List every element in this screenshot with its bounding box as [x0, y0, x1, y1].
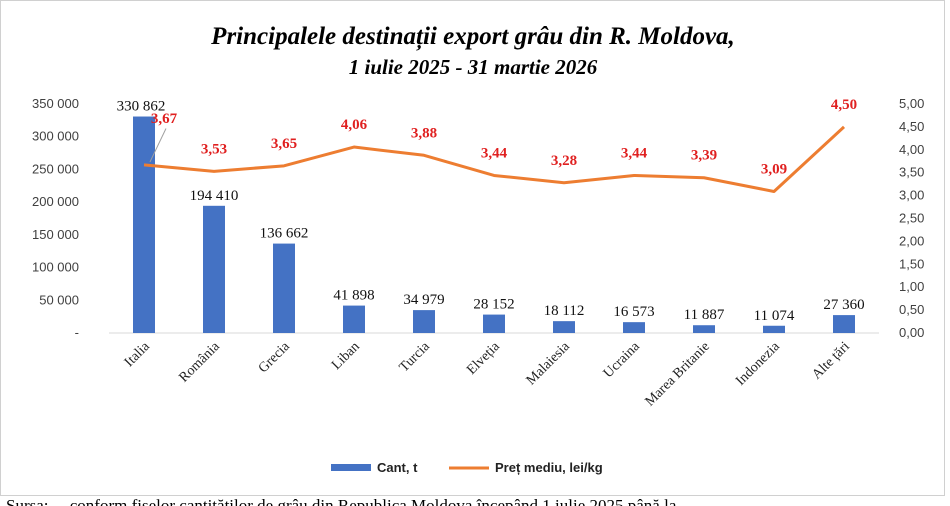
price-value-label: 3,67 [151, 111, 178, 127]
price-value-label: 3,09 [761, 161, 787, 177]
bar-10 [763, 325, 785, 333]
chart-subtitle: 1 iulie 2025 - 31 martie 2026 [349, 55, 598, 79]
bar-value-label: 28 152 [473, 297, 514, 313]
legend-label-line: Preț mediu, lei/kg [495, 460, 603, 475]
y-right-tick-label: 3,50 [899, 165, 924, 180]
footer-source-text: Sursa: ... conform fișelor cantităților … [6, 496, 690, 506]
price-value-label: 3,44 [621, 145, 648, 161]
bar-5 [413, 310, 435, 333]
y-left-tick-label: - [75, 325, 79, 340]
bar-7 [553, 321, 575, 333]
bar-9 [693, 325, 715, 333]
price-value-label: 3,28 [551, 153, 577, 169]
y-right-tick-label: 2,50 [899, 211, 924, 226]
y-right-tick-label: 1,50 [899, 256, 924, 271]
category-label: Marea Britanie [643, 339, 713, 409]
bar-value-label: 330 862 [117, 99, 166, 115]
bar-11 [833, 315, 855, 333]
category-label: Italia [122, 339, 153, 370]
bar-3 [273, 243, 295, 333]
category-label: Turcia [397, 339, 434, 376]
bar-2 [203, 205, 225, 333]
y-right-tick-label: 0,00 [899, 325, 924, 340]
y-left-tick-label: 150 000 [32, 227, 79, 242]
legend-swatch-bars [331, 464, 371, 471]
y-right-tick-label: 1,00 [899, 279, 924, 294]
bar-value-label: 11 887 [684, 307, 725, 323]
price-value-label: 3,39 [691, 148, 717, 164]
price-value-label: 3,44 [481, 145, 508, 161]
price-line-series [143, 125, 846, 193]
category-label: Liban [329, 339, 363, 373]
y-right-tick-label: 3,00 [899, 188, 924, 203]
category-label: Indonezia [733, 339, 783, 389]
y-right-tick-label: 0,50 [899, 302, 924, 317]
price-value-label: 3,53 [201, 141, 227, 157]
y-left-tick-label: 350 000 [32, 96, 79, 111]
bar-1 [133, 116, 155, 333]
bar-4 [343, 305, 365, 333]
chart-title: Principalele destinații export grâu din … [210, 23, 735, 51]
bar-value-label: 11 074 [754, 308, 795, 324]
category-label: Alte țări [810, 339, 853, 382]
y-left-tick-label: 300 000 [32, 129, 79, 144]
price-value-label: 3,88 [411, 125, 437, 141]
bar-value-label: 136 662 [260, 226, 309, 242]
price-value-label: 4,06 [341, 117, 368, 133]
y-right-tick-label: 2,00 [899, 233, 924, 248]
category-label: Elveția [464, 339, 503, 378]
category-label: Malaiesia [524, 339, 574, 389]
bar-6 [483, 314, 505, 333]
label-leader-line [149, 128, 167, 163]
price-value-label: 4,50 [831, 97, 857, 113]
bar-value-label: 16 573 [613, 304, 654, 320]
bar-8 [623, 322, 645, 333]
bar-value-label: 27 360 [823, 297, 864, 313]
bar-value-label: 41 898 [333, 288, 374, 304]
y-right-tick-label: 5,00 [899, 96, 924, 111]
y-left-tick-label: 200 000 [32, 194, 79, 209]
category-label: Ucraina [601, 339, 643, 381]
category-label: Grecia [256, 339, 294, 377]
y-right-tick-label: 4,50 [899, 119, 924, 134]
y-left-tick-label: 50 000 [39, 292, 79, 307]
chart-svg: Principalele destinații export grâu din … [32, 23, 924, 475]
price-value-label: 3,65 [271, 136, 297, 152]
y-left-tick-label: 250 000 [32, 161, 79, 176]
legend-label-bars: Cant, t [377, 460, 418, 475]
y-right-tick-label: 4,00 [899, 142, 924, 157]
bar-value-label: 34 979 [403, 292, 444, 308]
chart-frame: Principalele destinații export grâu din … [0, 0, 945, 496]
category-label: România [176, 339, 223, 386]
bar-value-label: 18 112 [544, 303, 585, 319]
plot-area: - 50 000 100 000 150 000 200 000 250 000 300 0… [32, 96, 924, 475]
bar-value-label: 194 410 [190, 188, 239, 204]
y-left-tick-label: 100 000 [32, 260, 79, 275]
